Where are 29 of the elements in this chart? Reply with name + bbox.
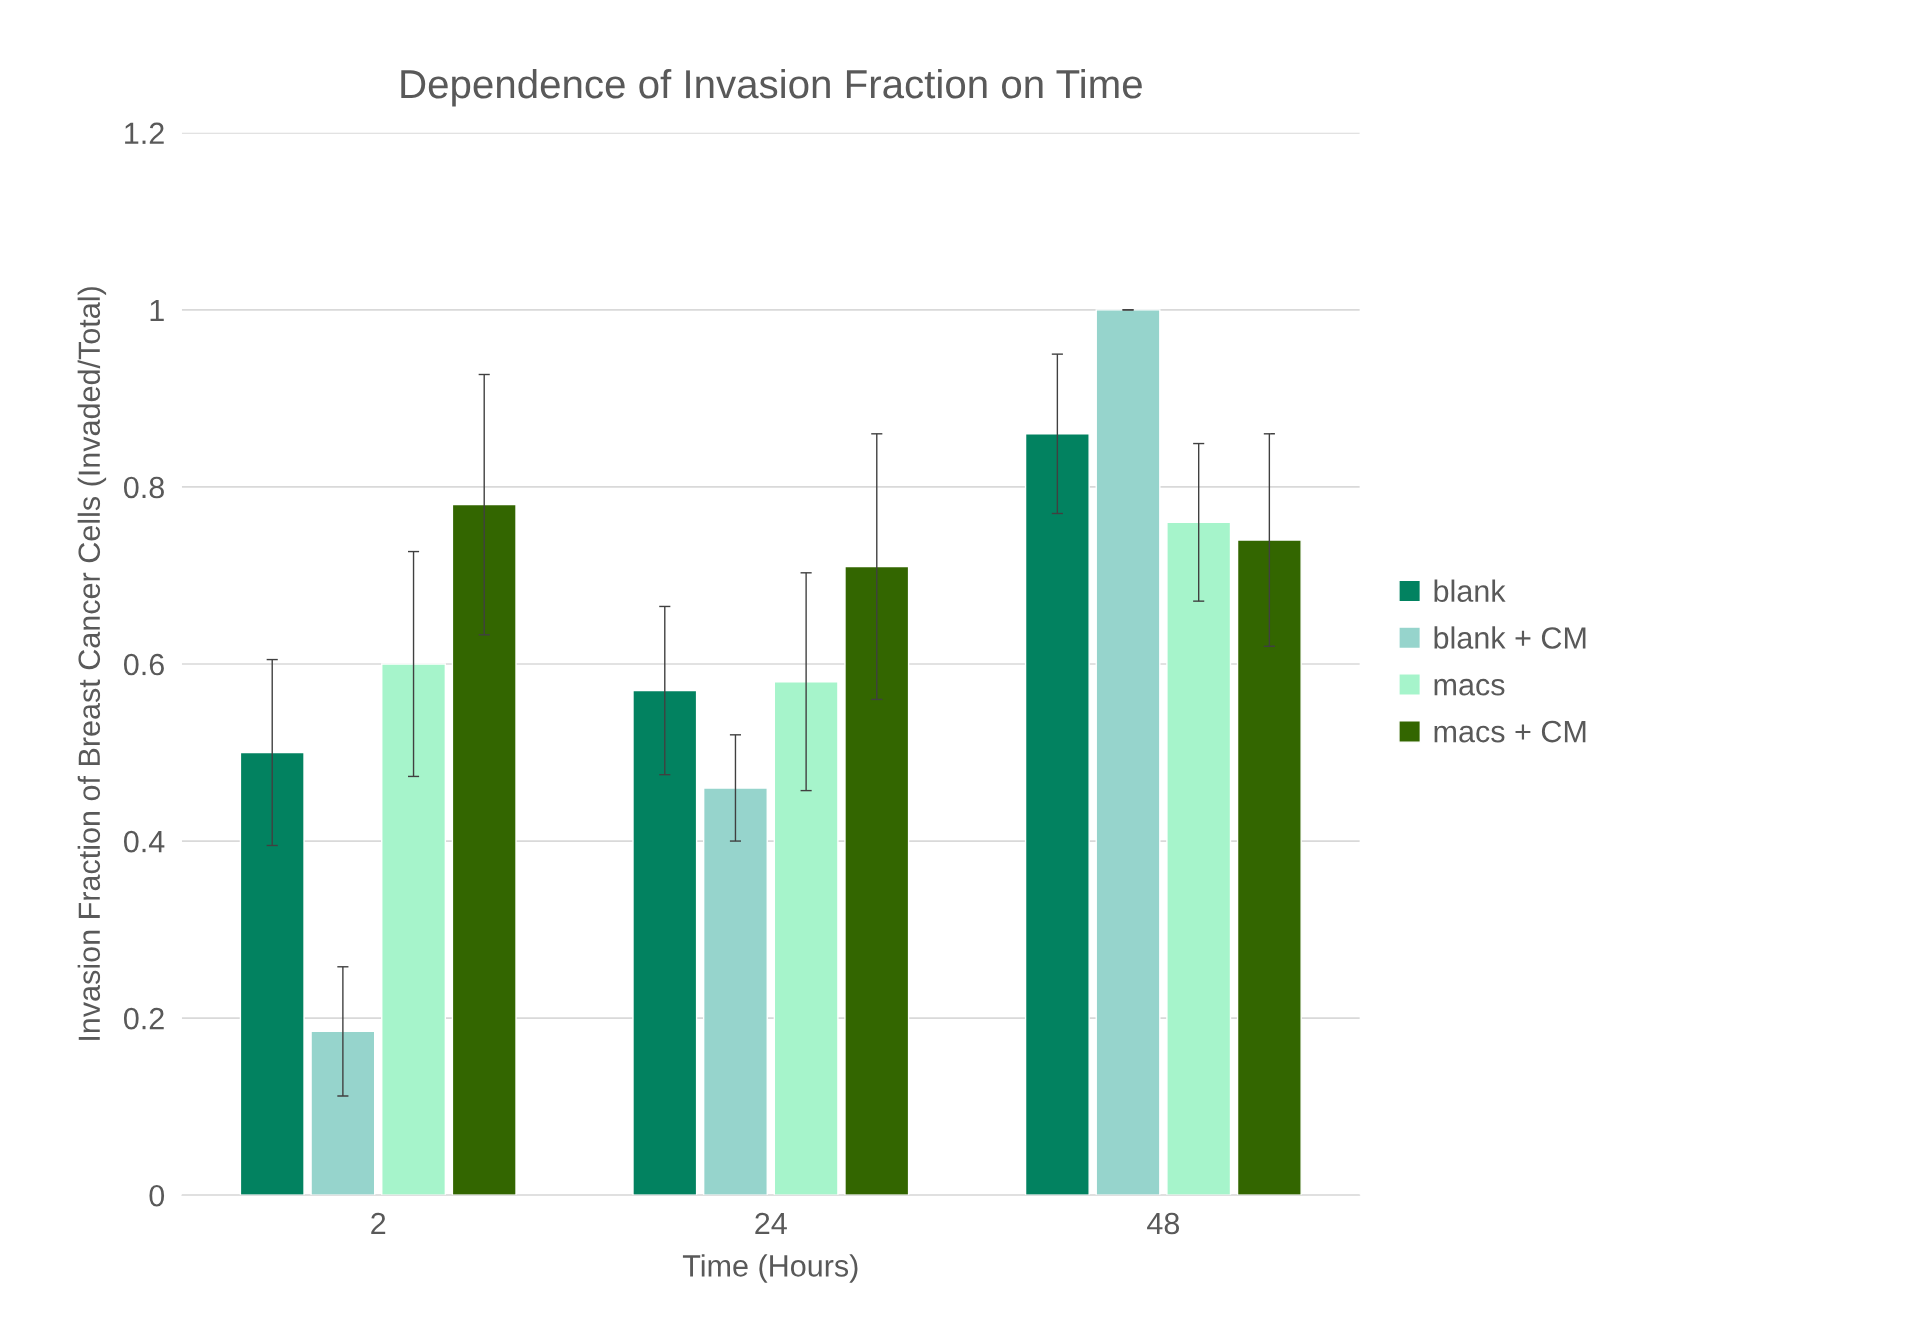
bar (451, 503, 517, 1196)
y-tick-label: 0.8 (123, 476, 164, 499)
legend-label: macs + CM (1434, 720, 1586, 743)
y-tick-label: 1 (150, 299, 164, 321)
bar (844, 565, 910, 1196)
bar (381, 663, 447, 1196)
bar (702, 787, 768, 1196)
legend-label: blank (1434, 579, 1506, 602)
bar (773, 681, 839, 1196)
bar (1236, 539, 1302, 1196)
y-axis-title: Invasion Fraction of Breast Cancer Cells (Invaded/Total) (77, 287, 107, 1040)
y-tick-label: 1.2 (125, 122, 164, 144)
bar (632, 689, 698, 1196)
x-tick-label: 48 (1147, 1212, 1180, 1235)
legend-label: macs (1434, 678, 1505, 696)
bar (310, 1030, 376, 1196)
bar (1024, 433, 1090, 1196)
y-tick-label: 0 (149, 1184, 165, 1207)
y-tick-label: 0.4 (123, 830, 165, 853)
y-tick-label: 0.2 (123, 1007, 164, 1030)
legend-label: blank + CM (1434, 626, 1586, 649)
bar (239, 751, 305, 1196)
bar (1095, 309, 1161, 1196)
x-axis-title: Time (Hours) (682, 1254, 858, 1283)
y-tick-label: 0.6 (123, 653, 164, 676)
x-tick-label: 2 (371, 1212, 386, 1235)
bar (1166, 521, 1232, 1196)
chart-title: Dependence of Invasion Fraction on Time (401, 68, 1142, 107)
x-tick-label: 24 (755, 1212, 787, 1235)
